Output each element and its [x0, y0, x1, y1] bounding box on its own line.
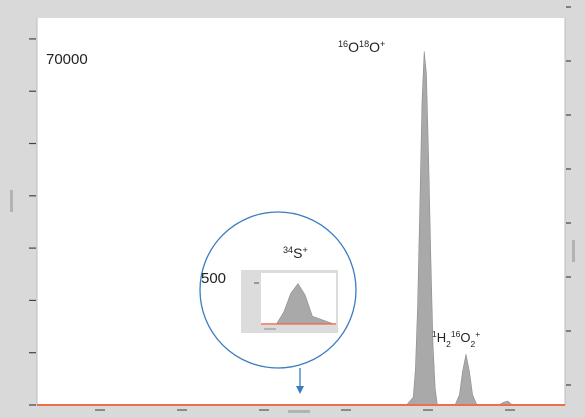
- y-axis-right-title-mark: [572, 240, 575, 262]
- y-axis-right-ticks: [566, 6, 571, 386]
- y-max-label: 70000: [46, 51, 88, 68]
- peak-label-16o18o: 16O18O+: [338, 39, 385, 55]
- y-axis-title-mark: [10, 190, 13, 212]
- x-tick-mark: [423, 409, 433, 411]
- x-tick-mark: [259, 409, 269, 411]
- inset-plot: [241, 270, 338, 333]
- inset-axis-mark: [264, 328, 276, 330]
- magnifier: 500 34S+: [199, 211, 357, 394]
- x-tick-mark: [95, 409, 105, 411]
- x-axis-title-mark: [288, 410, 310, 413]
- inset-scale-label: 500: [201, 270, 226, 287]
- y-axis-left-ticks: [29, 38, 36, 406]
- x-tick-mark: [177, 409, 187, 411]
- peak-label-34s: 34S+: [283, 245, 308, 261]
- x-tick-mark: [341, 409, 351, 411]
- inset-series: [262, 283, 335, 325]
- peak-label-h2o2: 1H216O2+: [432, 329, 480, 349]
- x-axis-ticks: [95, 409, 515, 411]
- x-tick-mark: [505, 409, 515, 411]
